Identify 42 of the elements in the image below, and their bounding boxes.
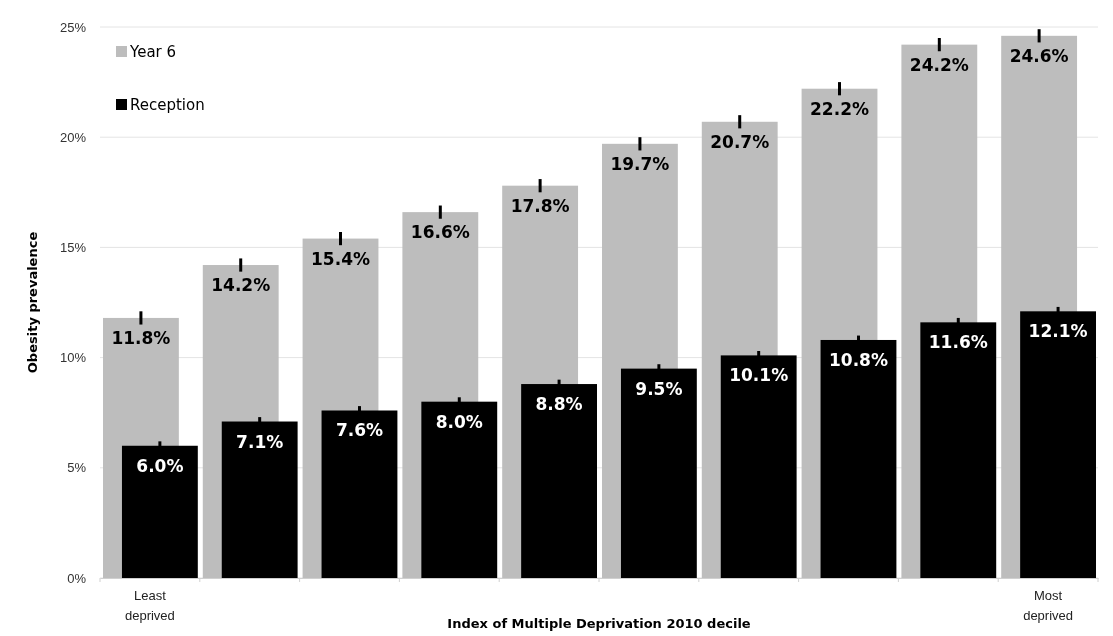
bar xyxy=(620,368,697,578)
data-label: 8.0% xyxy=(435,411,483,432)
bar xyxy=(1020,311,1097,578)
data-label: 19.7% xyxy=(610,153,670,174)
y-tick-label: 10% xyxy=(59,350,87,366)
data-label: 10.1% xyxy=(729,365,789,386)
data-label: 14.2% xyxy=(211,275,271,296)
bar xyxy=(720,355,797,578)
data-label: 24.6% xyxy=(1009,45,1069,66)
data-label: 8.8% xyxy=(535,394,583,415)
data-label: 16.6% xyxy=(410,222,470,243)
y-tick-label: 15% xyxy=(59,240,87,256)
x-tick-label: Most deprived xyxy=(1023,588,1074,623)
y-tick-label: 0% xyxy=(67,570,87,586)
data-label: 17.8% xyxy=(510,195,570,216)
x-axis-title: Index of Multiple Deprivation 2010 decile xyxy=(447,616,751,631)
bar xyxy=(920,322,997,578)
y-axis-title: Obesity prevalence xyxy=(25,231,40,374)
bar xyxy=(521,384,597,578)
bar xyxy=(820,339,897,578)
y-tick-label: 20% xyxy=(59,129,87,145)
legend-label: Year 6 xyxy=(129,43,177,61)
data-label: 22.2% xyxy=(810,98,870,119)
data-label: 9.5% xyxy=(635,378,683,399)
data-label: 6.0% xyxy=(136,455,184,476)
bar xyxy=(221,421,298,578)
data-label: 20.7% xyxy=(710,131,770,152)
data-label: 11.8% xyxy=(111,327,171,348)
y-tick-label: 5% xyxy=(67,460,87,476)
data-label: 7.1% xyxy=(236,431,284,452)
data-label: 24.2% xyxy=(909,54,969,75)
bar xyxy=(321,410,398,578)
bar xyxy=(121,445,198,578)
bar xyxy=(421,401,498,578)
legend-label: Reception xyxy=(130,96,205,114)
data-label: 12.1% xyxy=(1028,321,1088,342)
x-tick-label: Least deprived xyxy=(124,588,175,623)
data-label: 15.4% xyxy=(311,248,371,269)
data-label: 11.6% xyxy=(928,332,988,353)
data-label: 7.6% xyxy=(335,420,384,441)
y-tick-label: 25% xyxy=(59,19,87,35)
data-label: 10.8% xyxy=(828,349,888,370)
